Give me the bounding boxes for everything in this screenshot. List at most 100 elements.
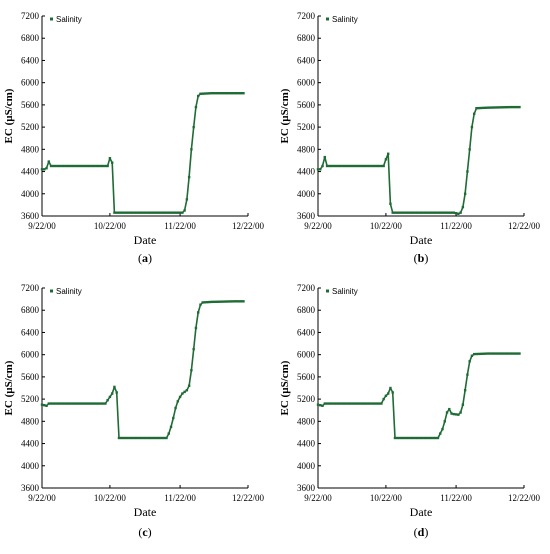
data-point <box>377 164 381 168</box>
data-point <box>418 211 422 214</box>
data-point <box>506 352 510 355</box>
data-point <box>122 436 125 440</box>
data-point <box>516 105 519 109</box>
chart-panel-c: 3600 4000 4400 4800 5200 5600 6000 6400 6800 7200… <box>3 283 264 539</box>
data-point <box>400 436 403 440</box>
data-point <box>176 211 180 214</box>
data-point <box>427 211 431 214</box>
data-point <box>348 402 351 405</box>
data-point <box>178 395 182 399</box>
data-point <box>319 168 322 171</box>
chart-panel-d: 3600 4000 4400 4800 5200 5600 6000 6400 6800 7200… <box>279 283 540 539</box>
data-point <box>468 360 471 363</box>
data-point <box>411 436 415 440</box>
data-point <box>357 402 360 405</box>
data-point <box>172 416 175 420</box>
data-point <box>165 211 168 214</box>
data-point <box>472 112 476 115</box>
series-markers <box>316 105 521 215</box>
data-point <box>436 211 440 214</box>
data-point <box>343 402 347 405</box>
data-point <box>117 436 121 440</box>
data-point <box>321 404 324 407</box>
data-point <box>445 411 449 414</box>
data-point <box>212 300 216 304</box>
data-point <box>334 164 338 168</box>
data-point <box>364 164 367 168</box>
data-point <box>423 211 426 214</box>
data-point <box>420 436 424 440</box>
data-point <box>45 167 48 170</box>
y-tick-label: 4800 <box>297 144 316 154</box>
data-point <box>486 106 489 109</box>
data-point <box>77 402 80 405</box>
data-point <box>215 300 218 303</box>
data-point <box>502 106 505 109</box>
y-tick-label: 5600 <box>297 372 316 382</box>
data-point <box>147 436 150 440</box>
data-point <box>470 354 474 357</box>
y-tick-label: 4800 <box>21 144 40 154</box>
data-point <box>495 106 499 109</box>
data-point <box>138 436 141 440</box>
data-point <box>475 352 478 356</box>
y-tick-label: 4000 <box>21 461 40 471</box>
data-point <box>375 402 379 405</box>
data-point <box>99 402 103 405</box>
data-point <box>163 211 166 214</box>
data-point <box>133 211 137 214</box>
x-tick-label: 9/22/00 <box>28 221 56 231</box>
data-point <box>411 211 415 214</box>
data-point <box>357 164 360 168</box>
data-point <box>488 106 492 109</box>
data-point <box>396 211 399 214</box>
data-point <box>95 402 98 405</box>
data-point <box>463 192 467 195</box>
data-point <box>61 164 64 168</box>
data-point <box>183 390 186 394</box>
data-point <box>466 170 469 173</box>
data-point <box>511 352 514 355</box>
data-point <box>203 92 207 95</box>
legend-marker <box>326 17 329 21</box>
data-point <box>477 352 480 356</box>
data-point <box>509 352 512 355</box>
data-point <box>477 106 480 110</box>
x-tick-label: 11/22/00 <box>440 221 472 231</box>
data-point <box>86 402 89 405</box>
data-point <box>203 301 207 304</box>
data-point <box>167 432 170 435</box>
data-point <box>355 164 358 168</box>
data-point <box>169 211 173 214</box>
data-point <box>240 300 243 303</box>
data-point <box>174 406 177 410</box>
data-point <box>219 300 223 303</box>
x-tick-label: 12/22/00 <box>508 493 541 503</box>
data-point <box>104 164 107 168</box>
data-point <box>341 164 345 168</box>
data-point <box>391 391 394 394</box>
x-tick-label: 12/22/00 <box>232 221 265 231</box>
data-point <box>221 92 225 95</box>
data-point <box>321 164 324 168</box>
data-point <box>509 105 512 109</box>
data-point <box>425 211 428 214</box>
data-point <box>129 211 132 214</box>
data-point <box>192 125 195 129</box>
data-point <box>341 402 345 405</box>
data-point <box>144 211 148 214</box>
data-point <box>149 436 152 440</box>
data-point <box>420 211 424 214</box>
data-point <box>364 402 367 405</box>
data-point <box>434 436 437 440</box>
panel-caption: (c) <box>138 525 151 539</box>
data-point <box>122 211 125 214</box>
data-point <box>497 106 501 109</box>
data-point <box>373 164 376 168</box>
data-point <box>194 326 198 330</box>
data-point <box>224 300 227 303</box>
series-line-salinity <box>318 106 520 215</box>
data-point <box>441 211 444 214</box>
data-point <box>346 402 349 405</box>
data-point <box>199 303 202 306</box>
